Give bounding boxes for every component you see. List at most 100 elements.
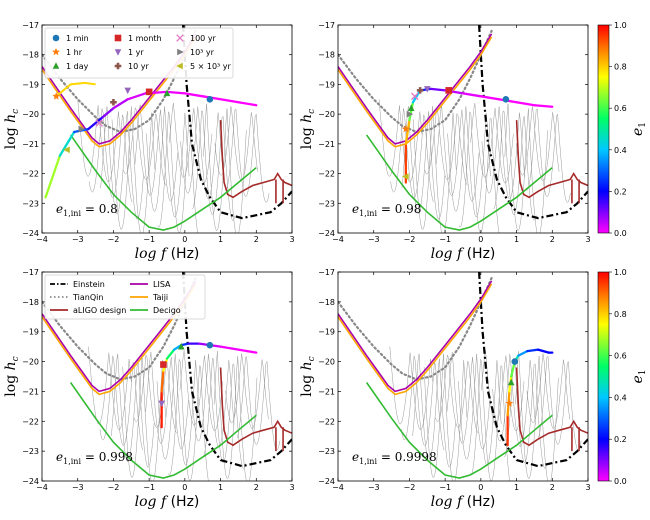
legend-item: 100 yr — [176, 34, 217, 43]
x-tick-label: −3 — [72, 235, 84, 244]
colorbar-tick-label: 0.2 — [614, 187, 627, 196]
curve-taiji — [338, 283, 493, 396]
background-track — [526, 353, 571, 430]
y-tick-label: −20 — [318, 358, 335, 367]
background-track — [180, 106, 224, 200]
background-tracks — [389, 346, 582, 481]
legend-label: LISA — [153, 280, 171, 289]
colorbar-tick-label: 1.0 — [614, 21, 627, 30]
track-segment — [126, 92, 147, 101]
legend-label: 10³ yr — [190, 48, 215, 57]
legend-item: 1 hr — [52, 47, 83, 57]
axes-frame — [41, 24, 293, 234]
background-track — [515, 106, 560, 182]
background-track — [157, 111, 198, 233]
axes-frame — [41, 271, 293, 482]
track-segment — [44, 154, 62, 199]
inspiral-track — [404, 87, 554, 184]
background-track — [133, 354, 178, 434]
legend-box — [44, 27, 234, 79]
background-track — [168, 359, 209, 481]
inspiral-track — [44, 81, 258, 199]
x-tick-label: 3 — [289, 483, 294, 492]
y-tick-label: −17 — [318, 21, 335, 30]
background-track — [134, 104, 178, 202]
legend-marker — [114, 34, 122, 42]
background-track — [413, 106, 457, 233]
background-track — [412, 353, 456, 468]
track-segment — [237, 348, 258, 354]
background-track — [480, 350, 525, 431]
marker-x — [411, 92, 419, 101]
background-track — [203, 103, 247, 233]
x-tick-label: 2 — [550, 483, 555, 492]
track-hump — [55, 81, 96, 98]
colorbar-2: 0.0 0.2 0.4 0.6 0.8 1.0 e1 — [597, 268, 648, 486]
legend-item: Taiji — [130, 293, 168, 302]
x-tick-label: −1 — [439, 235, 451, 244]
legend-item: 1 min — [52, 34, 89, 43]
colorbar-1: 0.0 0.2 0.4 0.6 0.8 1.0 e1 — [597, 21, 648, 238]
background-tracks — [77, 99, 270, 233]
curve-decigo — [365, 382, 553, 479]
curve-einstein — [478, 272, 588, 468]
colorbar-label: e1 — [630, 369, 648, 383]
curve-aligo-design — [219, 367, 292, 447]
legend-label: 5 × 10³ yr — [190, 62, 232, 71]
background-track — [123, 106, 167, 186]
colorbar-tick-label: 1.0 — [614, 268, 627, 277]
time-markers — [52, 87, 214, 154]
track-segment — [533, 104, 554, 108]
background-track — [191, 353, 235, 448]
legend-marker — [114, 49, 122, 56]
background-track — [400, 355, 445, 451]
curve-tianqin — [338, 276, 493, 381]
legend-item: 1 month — [114, 34, 162, 43]
marker-square — [160, 361, 167, 368]
x-tick-label: 1 — [514, 483, 519, 492]
colorbar-tick-label: 0.0 — [614, 477, 627, 486]
track-segment — [101, 107, 115, 119]
marker-triangle-right — [78, 125, 86, 133]
marker-square — [445, 87, 453, 94]
legend-label: Decigo — [153, 306, 181, 315]
marker-plus-filled — [110, 98, 117, 106]
legend-marker — [52, 47, 60, 56]
track-segment — [219, 345, 240, 351]
y-tick-label: −24 — [22, 229, 39, 238]
y-tick-label: −17 — [318, 268, 335, 277]
y-axis-label: log hc — [3, 109, 21, 149]
time-markers — [158, 341, 214, 408]
marker-circle — [502, 95, 510, 103]
track-segment — [180, 342, 190, 347]
x-tick-label: −2 — [404, 483, 416, 492]
background-track — [423, 353, 468, 481]
x-tick-label: 1 — [218, 483, 223, 492]
axes-frame — [337, 271, 589, 482]
x-tick-label: −3 — [368, 483, 380, 492]
legend-marker — [52, 62, 60, 69]
x-tick-label: −4 — [36, 483, 48, 492]
marker-triangle-down — [124, 87, 132, 95]
y-tick-label: −18 — [22, 298, 39, 307]
legend-label: 1 month — [128, 34, 162, 43]
y-tick-label: −22 — [318, 170, 335, 179]
plot-area — [338, 25, 588, 233]
background-track — [111, 106, 156, 233]
background-track — [389, 346, 433, 431]
marker-triangle-up — [163, 89, 171, 97]
legend-label: 1 min — [66, 34, 89, 43]
x-tick-label: −3 — [72, 483, 84, 492]
y-tick-label: −21 — [318, 140, 335, 149]
track-segment — [165, 90, 187, 95]
legend-marker — [176, 62, 183, 70]
y-tick-label: −21 — [22, 140, 39, 149]
x-tick-label: 0 — [182, 483, 187, 492]
track-segment — [237, 101, 258, 107]
track-segment — [112, 98, 129, 110]
marker-triangle-left — [402, 173, 409, 180]
y-tick-label: −18 — [318, 298, 335, 307]
background-track — [435, 104, 480, 202]
curve-taiji — [42, 283, 197, 396]
x-tick-label: 0 — [478, 483, 483, 492]
